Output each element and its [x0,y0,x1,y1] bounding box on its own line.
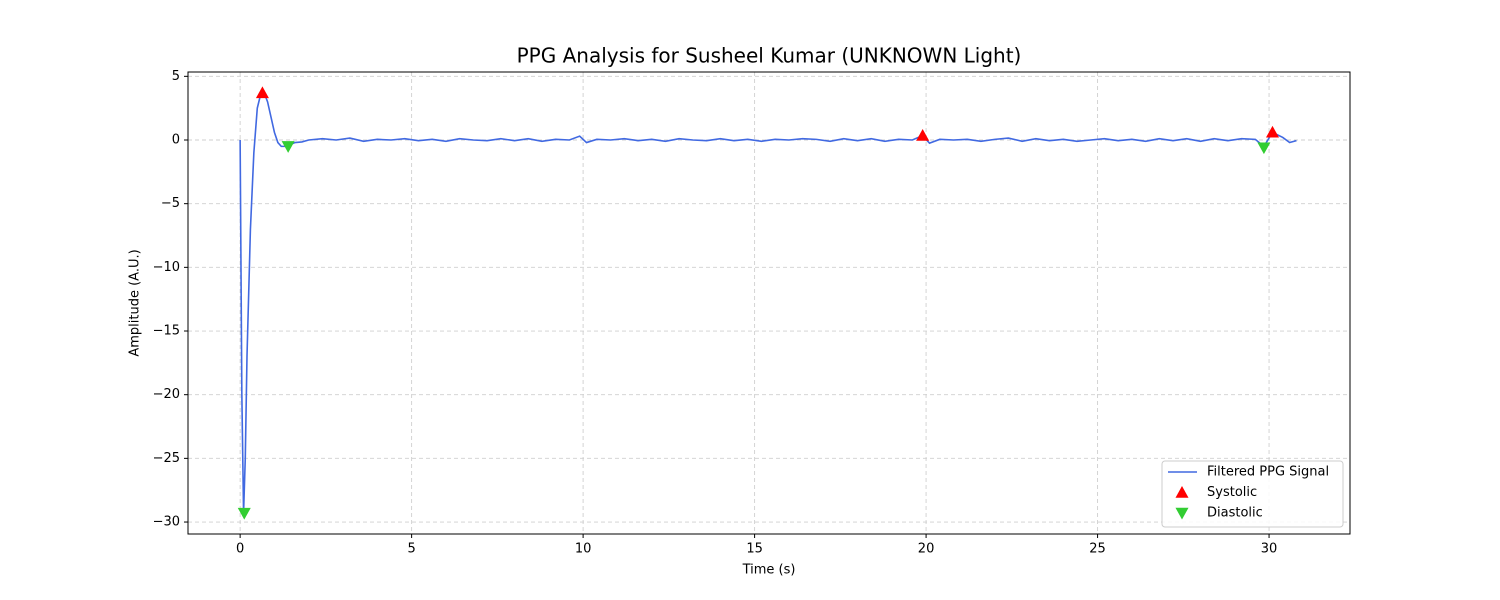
y-tick-label: −25 [153,451,180,466]
x-tick-label: 5 [407,542,415,557]
y-tick-label: −10 [153,260,180,275]
x-tick-label: 10 [575,542,592,557]
y-tick-label: −5 [161,196,180,211]
y-tick-label: 5 [172,69,180,84]
y-tick-label: 0 [172,133,180,148]
x-axis-label: Time (s) [742,563,796,578]
peak-marker [281,141,295,153]
y-tick-label: −30 [153,515,180,530]
peak-marker [255,86,269,99]
peak-marker [1257,142,1271,155]
legend-box [1161,460,1344,528]
x-tick-label: 0 [236,542,244,557]
legend-marker [1175,486,1189,498]
y-axis-label: Amplitude (A.U.) [128,249,143,356]
y-tick-label: −15 [153,324,180,339]
x-tick-label: 15 [746,542,763,557]
y-tick-label: −20 [153,387,180,402]
x-tick-label: 20 [918,542,935,557]
legend-marker [1175,507,1189,520]
legend-label: Filtered PPG Signal [1207,465,1329,480]
peak-marker [1265,125,1279,138]
peak-marker [916,129,930,141]
plot-frame [187,71,1351,535]
legend-label: Diastolic [1207,506,1263,521]
x-tick-label: 30 [1261,542,1278,557]
legend-label: Systolic [1207,485,1257,500]
x-tick-label: 25 [1089,542,1106,557]
peak-marker [237,507,251,520]
chart-title: PPG Analysis for Susheel Kumar (UNKNOWN … [517,44,1022,68]
